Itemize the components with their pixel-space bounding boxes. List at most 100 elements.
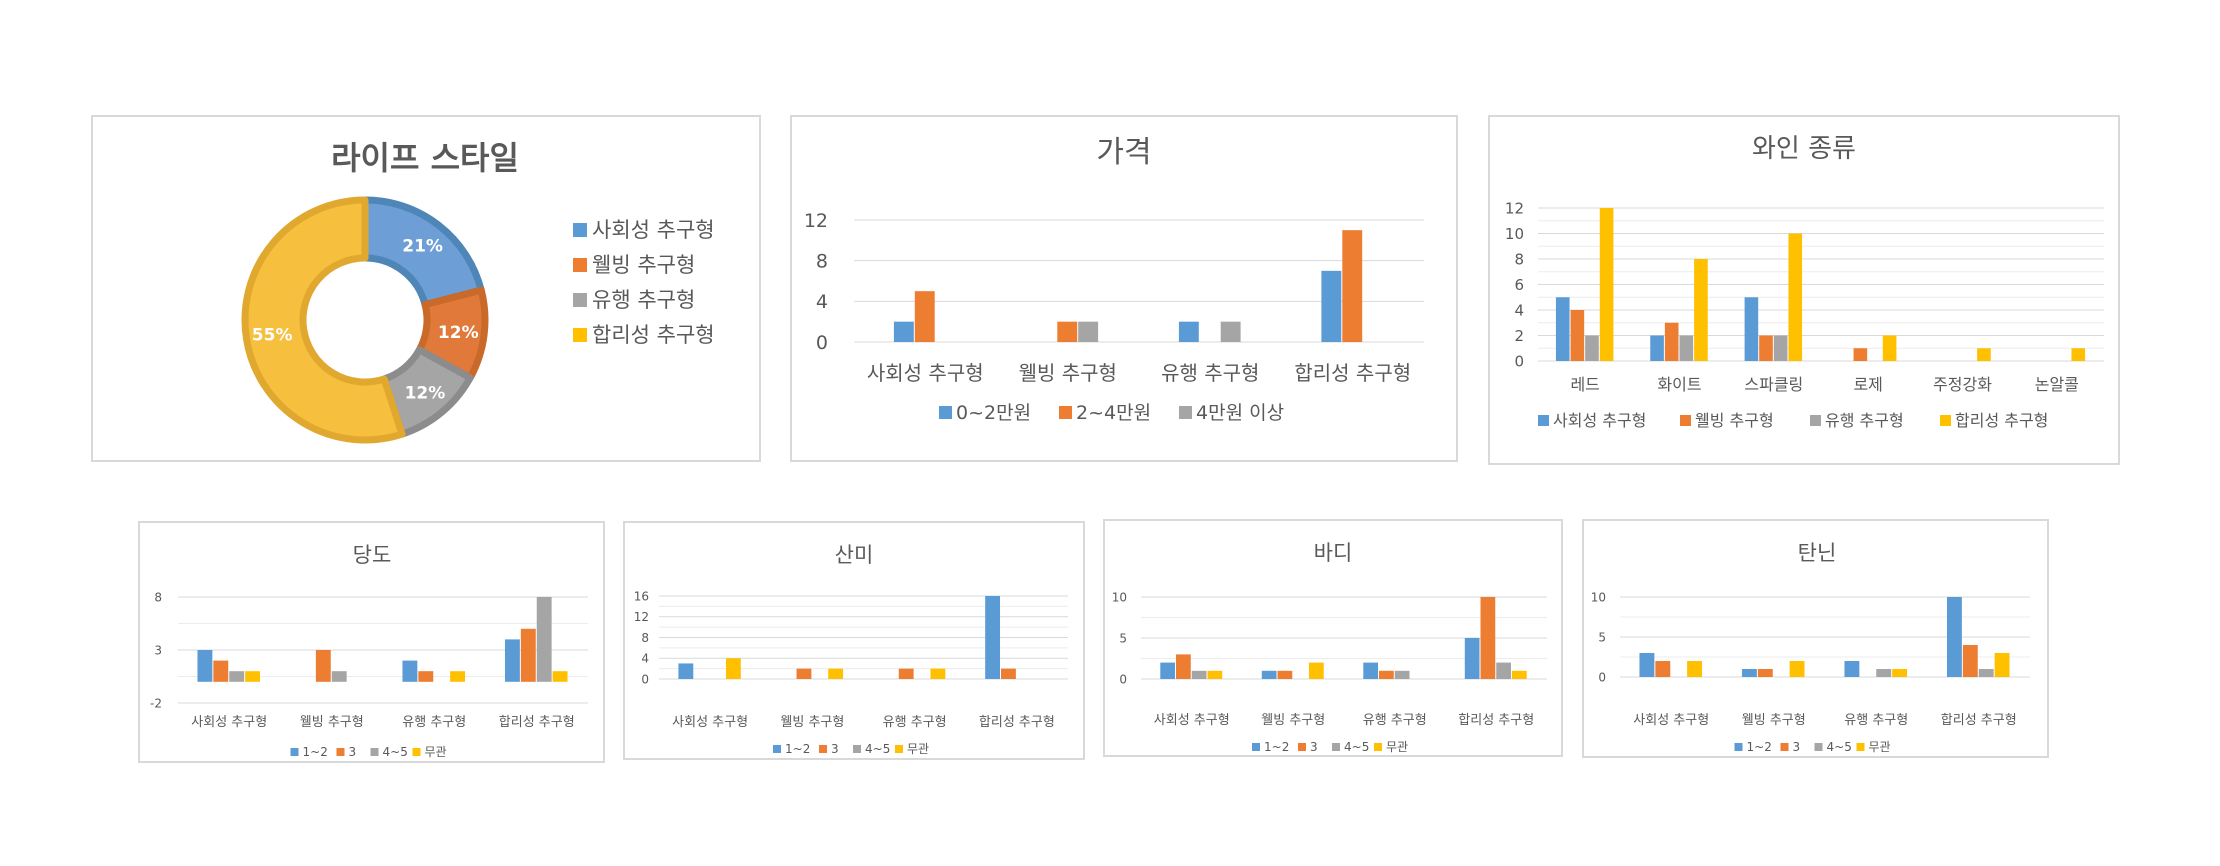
wine-type-y-tick-label: 4 [1514,301,1524,319]
wine-type-legend-swatch [1940,415,1951,426]
body-legend-label: 1~2 [1264,740,1289,754]
sweetness-bar [504,639,520,682]
lifestyle-legend-swatch [573,258,587,272]
sweetness-legend-swatch [336,748,345,756]
sweetness-bar [315,650,331,682]
tannin-chart: 탄닌 0 5 10 사회성 추구형 웰빙 추구형 유행 추구형 합리성 추구형 1~2 3 4~5 무… [1591,541,2030,754]
wine-type-bar [2071,348,2086,361]
acidity-legend-label: 3 [831,742,839,756]
price-y-tick-label: 8 [816,251,828,273]
tannin-bar [1655,661,1671,677]
sweetness-category-label: 유행 추구형 [402,714,466,730]
tannin-y-tick-label: 0 [1598,670,1606,684]
lifestyle-title: 라이프 스타일 [331,139,519,177]
lifestyle-legend-label: 유행 추구형 [592,288,695,312]
sweetness-bar [552,671,568,682]
lifestyle-panel: 라이프 스타일 21% 12% 12% 55% 사회성 추구형 웰빙 추구형 유행 추구형 합리… [91,115,761,462]
body-bar [1191,670,1207,679]
body-bar [1511,670,1527,679]
wine-type-y-tick-label: 6 [1514,276,1524,294]
tannin-title: 탄닌 [1798,541,1837,565]
acidity-legend-swatch [819,745,827,753]
sweetness-category-label: 웰빙 추구형 [300,715,364,730]
tannin-legend-label: 4~5 [1827,740,1852,754]
sweetness-chart: 당도 -2 3 8 사회성 추구형 웰빙 추구형 유행 추구형 합리성 추구형 1~2 3 4~5 무… [150,543,588,759]
wine-type-title: 와인 종류 [1752,134,1856,164]
body-category-label: 유행 추구형 [1363,712,1427,728]
tannin-legend-label: 무관 [1869,740,1891,754]
wine-type-bar [1853,348,1868,361]
wine-type-bar [1555,297,1570,361]
tannin-legend-swatch [1780,743,1789,751]
wine-type-bar [1599,208,1614,361]
tannin-bar [1741,669,1757,677]
wine-type-legend-label: 합리성 추구형 [1955,411,2048,430]
acidity-bar [796,668,812,679]
acidity-bar [678,663,694,679]
sweetness-legend-swatch [412,748,421,756]
sweetness-bar [197,650,213,682]
sweetness-bar [229,671,245,682]
acidity-legend-swatch [853,745,861,753]
body-y-tick-label: 10 [1112,590,1127,604]
lifestyle-legend-swatch [573,223,587,237]
sweetness-bar [520,628,536,682]
body-chart: 바디 0 5 10 사회성 추구형 웰빙 추구형 유행 추구형 합리성 추구형 1~2 3 4~5 무… [1112,541,1547,754]
body-legend-label: 4~5 [1344,740,1369,754]
lifestyle-legend-swatch [573,293,587,307]
wine-type-legend-swatch [1810,415,1821,426]
wine-type-legend-label: 웰빙 추구형 [1695,411,1774,430]
lifestyle-slice [241,196,406,444]
sweetness-title: 당도 [353,543,392,567]
wine-type-bar [1650,335,1664,361]
body-category-label: 웰빙 추구형 [1261,713,1325,728]
sweetness-bar [245,671,261,682]
body-bar [1363,662,1379,679]
lifestyle-slice [361,196,485,309]
wine-type-bar [1585,335,1599,361]
acidity-legend-swatch [773,745,781,753]
acidity-panel: 산미 0 4 8 12 16 사회성 추구형 웰빙 추구형 유행 추구형 합리성 추구형 1~2 3 4… [623,521,1085,760]
acidity-bar [930,668,946,679]
tannin-category-label: 합리성 추구형 [1941,713,2017,728]
wine-type-category-label: 주정강화 [1933,375,1992,394]
body-legend-swatch [1374,743,1382,751]
price-title: 가격 [1096,135,1151,170]
wine-type-bar [1570,310,1585,361]
acidity-category-label: 합리성 추구형 [979,715,1055,730]
sweetness-y-tick-label: -2 [150,696,162,710]
sweetness-legend-label: 4~5 [383,745,408,759]
tannin-legend-label: 1~2 [1747,740,1772,754]
lifestyle-legend-label: 사회성 추구형 [592,218,715,242]
sweetness-legend-label: 무관 [425,745,447,759]
acidity-y-tick-label: 0 [641,672,649,686]
body-category-label: 사회성 추구형 [1154,713,1230,728]
acidity-bar [1001,668,1016,679]
tannin-legend-label: 3 [1793,740,1801,754]
tannin-y-tick-label: 10 [1591,590,1606,604]
price-chart: 가격 0 4 8 12 사회성 추구형 웰빙 추구형 유행 추구형 합리성 추구형 0~2만원 2~… [804,135,1424,424]
body-bar [1207,670,1223,679]
price-y-tick-label: 12 [804,210,828,232]
price-y-tick-label: 4 [816,291,828,313]
tannin-bar [1757,669,1773,677]
wine-type-bar [1759,335,1773,361]
sweetness-bar [450,671,466,682]
tannin-bar [1639,653,1655,677]
acidity-bar [985,596,1001,679]
tannin-category-label: 웰빙 추구형 [1742,713,1806,728]
sweetness-panel: 당도 -2 3 8 사회성 추구형 웰빙 추구형 유행 추구형 합리성 추구형 1~2 3 4~5 무… [138,521,605,763]
body-title: 바디 [1314,541,1353,565]
price-legend-swatch [1179,406,1192,419]
lifestyle-data-label: 55% [252,326,293,346]
wine-type-panel: 와인 종류 0 2 4 6 8 10 12 레드 화이트 스파클링 로제 주정강화 논알콜 사회성 추구형 웰… [1488,115,2120,465]
acidity-title: 산미 [835,543,874,567]
wine-type-legend-swatch [1680,415,1691,426]
tannin-y-tick-label: 5 [1598,630,1606,644]
body-bar [1277,670,1293,679]
lifestyle-data-label: 12% [405,383,446,403]
wine-type-category-label: 레드 [1570,375,1599,394]
sweetness-category-label: 합리성 추구형 [499,715,575,730]
